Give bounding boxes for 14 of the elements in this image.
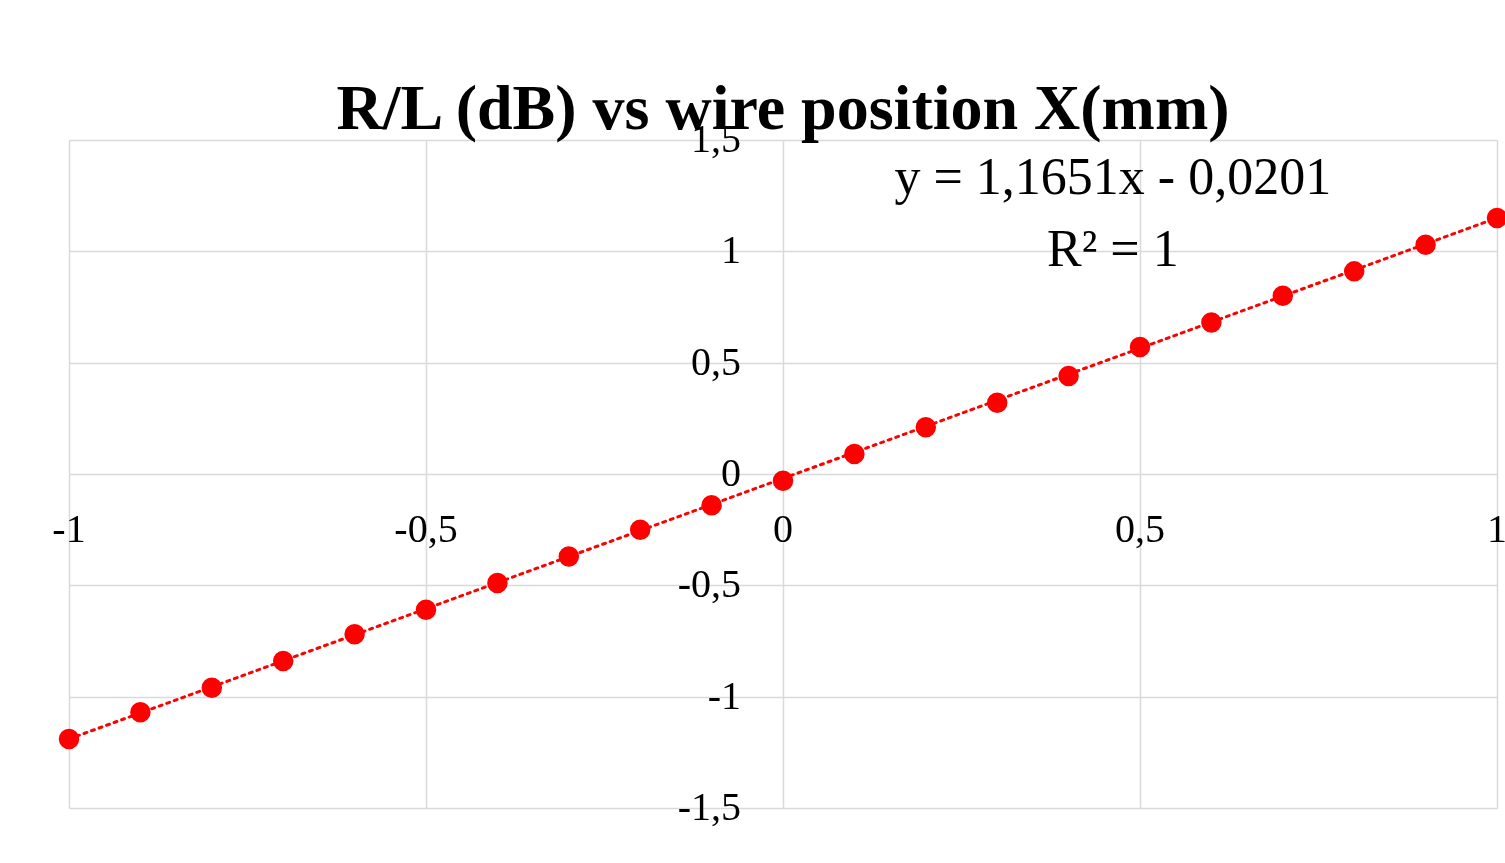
x-tick-label: -0,5 <box>394 506 458 551</box>
x-tick-label: 0,5 <box>1115 506 1165 551</box>
y-tick-label: 1 <box>721 227 741 273</box>
y-tick-label: -1,5 <box>677 784 741 829</box>
x-tick-label: -1 <box>52 506 86 551</box>
x-tick-label: 0 <box>773 506 793 551</box>
annotation: R² = 1 <box>1047 220 1179 277</box>
point <box>58 728 80 750</box>
x-tick-label: 1 <box>1487 506 1505 551</box>
y-tick-label: -1 <box>707 672 741 718</box>
y-tick-label: 0 <box>721 450 741 495</box>
y-tick-label: -0,5 <box>677 561 741 607</box>
y-tick-label: 0,5 <box>691 338 741 384</box>
annotation: y = 1,1651x - 0,0201 <box>894 148 1332 205</box>
